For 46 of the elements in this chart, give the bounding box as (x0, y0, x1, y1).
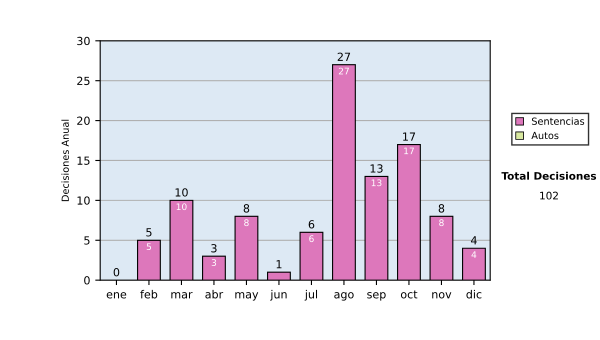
data-label: 13 (372, 179, 382, 186)
x-tick-label: feb (140, 290, 158, 298)
data-label: 3 (212, 259, 216, 266)
total-label: 8 (244, 204, 250, 213)
total-label: 13 (370, 164, 383, 173)
total-label: 10 (176, 188, 188, 197)
data-label: 5 (146, 243, 152, 250)
x-tick-label: sep (367, 292, 386, 301)
text: Total Decisiones (501, 172, 596, 180)
x-tick-label: may (235, 292, 258, 301)
total-label: 1 (276, 260, 282, 268)
y-tick-label: 5 (84, 236, 90, 245)
data-label: 8 (439, 219, 444, 226)
data-label: 8 (244, 219, 249, 226)
y-axis-title: Decisiones Anual (61, 120, 69, 202)
y-tick-label: 30 (77, 36, 90, 46)
total-label: 4 (470, 236, 477, 244)
x-tick-label: ago (334, 292, 354, 301)
x-tick-label: oct (400, 290, 418, 298)
total-label: 6 (308, 220, 314, 229)
total-label: 27 (338, 52, 350, 61)
total-label: 3 (211, 244, 217, 252)
total-label: 17 (403, 132, 416, 141)
data-label: 27 (338, 68, 349, 74)
data-label: 6 (309, 235, 314, 242)
x-tick-label: mar (171, 292, 193, 298)
data-label: 4 (472, 251, 476, 258)
y-tick-label: 0 (84, 276, 90, 285)
legend-label: Sentencias (532, 117, 584, 125)
x-tick-label: jun (270, 290, 287, 301)
x-tick-label: ene (106, 292, 126, 298)
y-tick-label: 10 (78, 196, 90, 205)
x-tick-label: abr (205, 290, 224, 298)
data-label: 17 (404, 148, 414, 154)
y-tick-label: 15 (78, 156, 90, 165)
legend-label: Autos (531, 132, 558, 140)
data-label: 10 (176, 203, 187, 210)
y-tick-label: 20 (77, 116, 90, 125)
x-tick-label: nov (432, 292, 452, 298)
total-label: 5 (146, 228, 152, 237)
total-label: 0 (114, 268, 120, 276)
x-tick-label: dic (466, 290, 482, 298)
y-tick-label: 25 (77, 76, 90, 86)
text: 102 (540, 192, 558, 200)
total-label: 8 (438, 204, 444, 213)
x-tick-label: jul (304, 290, 318, 301)
